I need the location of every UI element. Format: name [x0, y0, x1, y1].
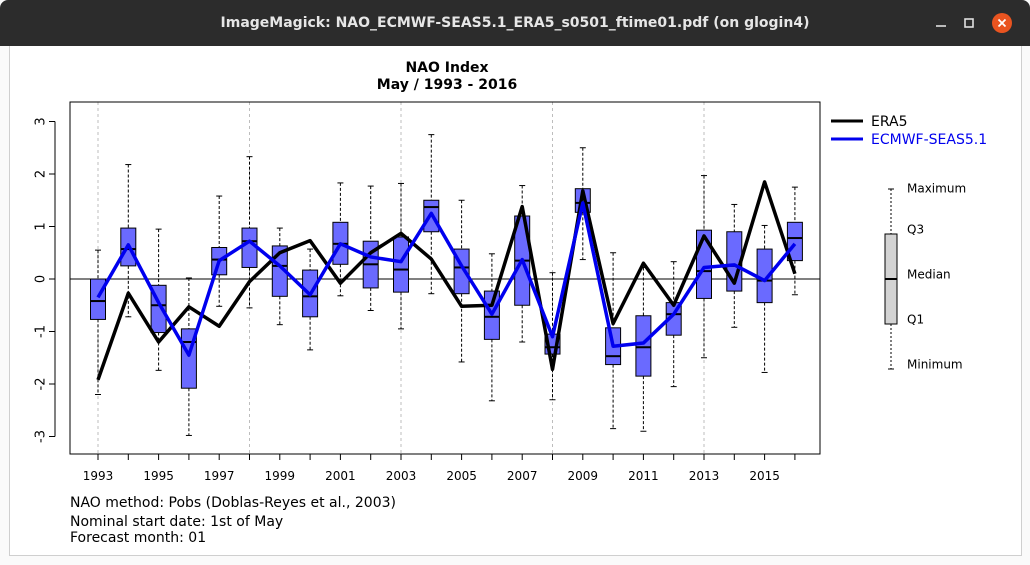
iqr-box-2013	[696, 229, 712, 299]
x-tick-label-2007: 2007	[507, 469, 538, 483]
y-tick-label-3: 3	[34, 117, 49, 125]
chart-subtitle: May / 1993 - 2016	[377, 77, 517, 93]
era5-line	[96, 180, 797, 381]
iqr-box-2011	[635, 315, 652, 377]
maximize-button[interactable]	[960, 14, 978, 32]
y-tick-label-1: 1	[34, 222, 49, 230]
x-tick-label-2005: 2005	[446, 469, 477, 483]
box-2006	[483, 253, 500, 402]
seas-line	[96, 201, 797, 357]
close-icon	[997, 18, 1007, 28]
box-key-label-max: Maximum	[907, 182, 966, 196]
box-2015	[756, 224, 773, 373]
legend-label-era5: ERA5	[871, 114, 908, 130]
box-2005	[453, 199, 470, 363]
box-2002	[362, 185, 379, 311]
box-key: Maximum Q3 Median Q1 Minimum	[884, 182, 966, 372]
iqr-box-1998	[241, 227, 258, 268]
box-2012	[665, 261, 682, 388]
x-tick-label-1997: 1997	[204, 469, 235, 483]
nao-chart: NAO Index May / 1993 - 2016 -3 -2 -1 0 1 2 3 1…	[34, 60, 988, 546]
y-tick-label--3: -3	[34, 430, 49, 443]
box-1999	[271, 227, 288, 326]
box-1998	[241, 156, 258, 309]
footer-forecast-month: Forecast month: 01	[70, 530, 206, 546]
x-tick-label-2003: 2003	[386, 469, 417, 483]
x-tick-label-2011: 2011	[628, 469, 659, 483]
image-canvas: NAO Index May / 1993 - 2016 -3 -2 -1 0 1 2 3 1…	[9, 46, 1022, 556]
close-button[interactable]	[992, 13, 1012, 33]
series-layer	[96, 180, 797, 381]
box-key-label-median: Median	[907, 268, 951, 282]
y-tick-label-2: 2	[34, 170, 49, 178]
x-tick-label-2009: 2009	[568, 469, 599, 483]
x-tick-label-2001: 2001	[325, 469, 356, 483]
x-tick-label-1993: 1993	[83, 469, 114, 483]
minimize-button[interactable]	[932, 14, 950, 32]
maximize-icon	[964, 18, 974, 28]
x-tick-label-1999: 1999	[265, 469, 296, 483]
x-tick-label-2015: 2015	[749, 469, 780, 483]
title-bar[interactable]: ImageMagick: NAO_ECMWF-SEAS5.1_ERA5_s050…	[0, 0, 1030, 46]
footer-start-date: Nominal start date: 1st of May	[70, 514, 283, 530]
legend: ERA5 ECMWF-SEAS5.1	[831, 114, 987, 148]
window-title: ImageMagick: NAO_ECMWF-SEAS5.1_ERA5_s050…	[220, 15, 810, 31]
box-2000	[302, 248, 319, 351]
y-axis: -3 -2 -1 0 1 2 3	[34, 117, 56, 443]
iqr-box-2003	[393, 236, 409, 293]
box-2011	[635, 266, 652, 432]
box-2003	[393, 182, 409, 330]
x-tick-label-1995: 1995	[143, 469, 174, 483]
x-tick-label-2013: 2013	[689, 469, 720, 483]
box-key-label-q3: Q3	[907, 223, 924, 237]
y-tick-label--2: -2	[34, 378, 49, 391]
box-key-label-q1: Q1	[907, 313, 924, 327]
box-key-label-min: Minimum	[907, 358, 963, 372]
minimize-icon	[936, 25, 946, 27]
box-1997	[211, 195, 228, 307]
footer-method: NAO method: Pobs (Doblas-Reyes et al., 2…	[70, 495, 396, 511]
legend-label-seas: ECMWF-SEAS5.1	[871, 132, 987, 148]
chart-title: NAO Index	[405, 60, 488, 76]
x-axis: 1993 1995 1997 1999 2001 2003 2005 2007 2009 2011…	[83, 453, 796, 483]
y-tick-label-0: 0	[34, 275, 49, 283]
y-tick-label--1: -1	[34, 325, 49, 338]
